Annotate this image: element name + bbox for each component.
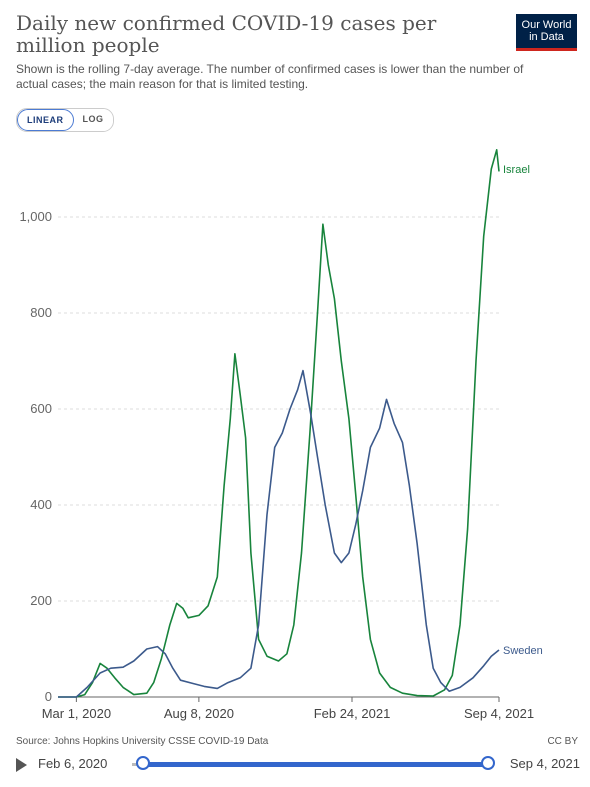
timeline-end-label: Sep 4, 2021 [509, 756, 580, 771]
x-tick-label: Feb 24, 2021 [314, 706, 391, 721]
x-axis-ticks: Mar 1, 2020 Aug 8, 2020 Feb 24, 2021 Sep 4,… [42, 697, 534, 721]
series-line-sweden[interactable] [58, 369, 500, 698]
play-icon[interactable] [16, 758, 27, 772]
series-label-sweden[interactable]: Sweden [503, 645, 543, 657]
y-tick-label: 400 [30, 497, 52, 512]
chart-subtitle: Shown is the rolling 7-day average. The … [16, 62, 524, 91]
series-line-israel[interactable] [58, 149, 500, 698]
gridlines [58, 216, 499, 698]
series-label-israel[interactable]: Israel [503, 164, 530, 176]
y-tick-label: 200 [30, 593, 52, 608]
y-tick-label: 600 [30, 401, 52, 416]
x-tick-label: Aug 8, 2020 [164, 706, 234, 721]
owid-logo[interactable]: Our World in Data [516, 14, 577, 51]
chart-footer: Source: Johns Hopkins University CSSE CO… [16, 736, 578, 747]
log-scale-button[interactable]: LOG [73, 109, 113, 131]
y-axis-ticks: 0 200 400 600 800 1,000 [19, 209, 52, 704]
x-tick-label: Sep 4, 2021 [464, 706, 534, 721]
y-tick-label: 0 [45, 689, 52, 704]
timeline: Feb 6, 2020 Sep 4, 2021 [14, 752, 580, 778]
y-tick-label: 1,000 [19, 209, 52, 224]
timeline-start-label: Feb 6, 2020 [38, 756, 108, 771]
timeline-start-handle[interactable] [136, 756, 150, 770]
line-chart: 0 200 400 600 800 1,000 Mar 1, 2020 Aug 8, 202… [19, 149, 543, 721]
scale-toggle: LINEAR LOG [16, 108, 114, 132]
logo-line-1: Our World [521, 19, 572, 31]
chart-title: Daily new confirmed COVID-19 cases per m… [16, 11, 437, 57]
linear-scale-button[interactable]: LINEAR [17, 109, 74, 131]
x-tick-label: Mar 1, 2020 [42, 706, 111, 721]
series-lines [58, 149, 500, 698]
logo-line-2: in Data [529, 31, 564, 43]
timeline-selected-range [142, 762, 488, 767]
series-labels: Israel Sweden [503, 164, 543, 657]
y-tick-label: 800 [30, 305, 52, 320]
license-link[interactable]: CC BY [547, 736, 578, 747]
timeline-end-handle[interactable] [481, 756, 495, 770]
source-note[interactable]: Source: Johns Hopkins University CSSE CO… [16, 736, 269, 747]
